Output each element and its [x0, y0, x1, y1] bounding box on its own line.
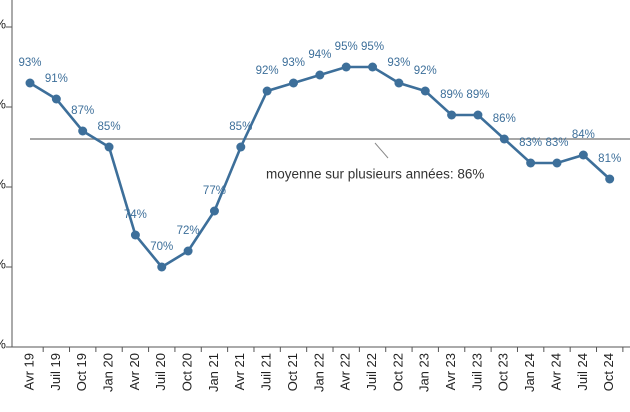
data-point: [315, 70, 325, 80]
x-tick-label: Avr 21: [232, 353, 247, 390]
data-point: [605, 174, 615, 184]
value-label: 85%: [229, 121, 252, 133]
value-label: 95%: [361, 41, 384, 53]
value-label: 93%: [282, 57, 305, 69]
y-tick-label: 100%: [0, 16, 6, 31]
x-tick-label: Avr 23: [443, 353, 458, 390]
x-tick-label: Oct 23: [496, 353, 511, 391]
x-tick-label: Juil 23: [469, 353, 484, 391]
value-label: 89%: [466, 89, 489, 101]
x-tick-label: Jan 22: [311, 353, 326, 392]
value-label: 93%: [387, 57, 410, 69]
data-point: [209, 206, 219, 216]
data-point: [499, 134, 509, 144]
data-point: [552, 158, 562, 168]
x-tick-label: Juil 21: [259, 353, 274, 391]
value-label: 86%: [493, 113, 516, 125]
value-label: 87%: [71, 105, 94, 117]
y-tick-label: 80%: [0, 176, 6, 191]
value-label: 74%: [124, 209, 147, 221]
value-label: 94%: [308, 49, 331, 61]
x-tick-label: Jan 21: [206, 353, 221, 392]
value-label: 83%: [519, 137, 542, 149]
x-tick-label: Oct 22: [390, 353, 405, 391]
data-point: [78, 126, 88, 136]
data-point: [183, 246, 193, 256]
data-point: [526, 158, 536, 168]
x-tick-label: Oct 20: [180, 353, 195, 391]
x-tick-label: Avr 20: [127, 353, 142, 390]
x-tick-label: Jan 24: [522, 353, 537, 392]
y-tick-label: 90%: [0, 96, 6, 111]
data-point: [51, 94, 61, 104]
value-label: 92%: [256, 65, 279, 77]
x-tick-label: Avr 22: [338, 353, 353, 390]
data-point: [473, 110, 483, 120]
data-point: [289, 78, 298, 88]
value-label: 93%: [18, 57, 41, 69]
x-tick-label: Juil 22: [364, 353, 379, 391]
x-tick-label: Jan 20: [100, 353, 115, 392]
data-point: [368, 62, 378, 72]
value-label: 77%: [203, 185, 226, 197]
data-point: [130, 230, 140, 240]
x-tick-label: Avr 24: [548, 353, 563, 390]
value-label: 92%: [414, 65, 437, 77]
average-leader: [374, 142, 389, 159]
value-label: 95%: [335, 41, 358, 53]
average-label: moyenne sur plusieurs années: 86%: [266, 167, 484, 182]
data-point: [157, 262, 167, 272]
value-label: 72%: [177, 225, 200, 237]
x-tick-label: Avr 19: [21, 353, 36, 390]
x-tick-label: Juil 19: [48, 353, 63, 391]
value-label: 70%: [150, 241, 173, 253]
y-tick-label: 70%: [0, 256, 6, 271]
data-point: [262, 86, 272, 96]
value-label: 89%: [440, 89, 463, 101]
data-point: [341, 62, 351, 72]
value-label: 85%: [98, 121, 121, 133]
data-point: [420, 86, 430, 96]
data-point: [394, 78, 404, 88]
x-tick-label: Oct 24: [601, 353, 616, 391]
value-label: 91%: [45, 73, 68, 85]
data-point: [25, 78, 35, 88]
data-point: [236, 142, 246, 152]
x-tick-label: Juil 20: [153, 353, 168, 391]
value-label: 81%: [598, 153, 621, 165]
data-point: [104, 142, 114, 152]
data-point: [447, 110, 457, 120]
value-label: 84%: [572, 129, 595, 141]
y-tick-label: 60%: [0, 336, 6, 351]
data-point: [578, 150, 588, 160]
x-tick-label: Oct 21: [285, 353, 300, 391]
x-tick-label: Oct 19: [74, 353, 89, 391]
x-tick-label: Juil 24: [575, 353, 590, 391]
x-tick-label: Jan 23: [417, 353, 432, 392]
value-label: 83%: [545, 137, 568, 149]
